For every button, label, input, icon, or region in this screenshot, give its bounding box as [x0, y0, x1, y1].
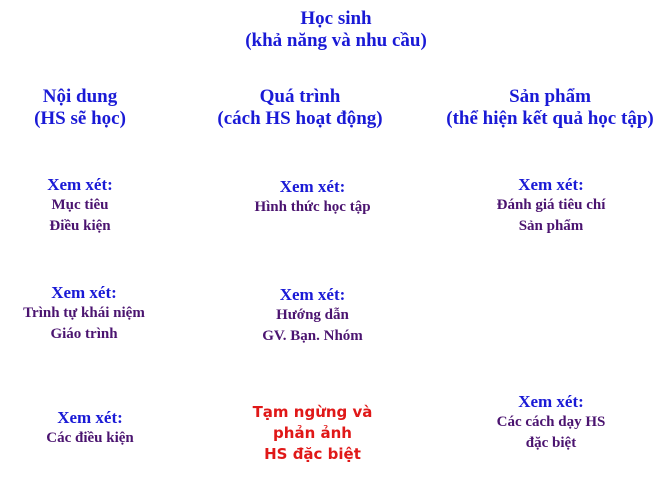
block-line: HS đặc biệt	[264, 445, 361, 463]
block-line: Giáo trình	[50, 326, 118, 342]
header-content-title: Nội dung	[42, 86, 118, 107]
block-line: đặc biệt	[525, 435, 577, 451]
block-line: Các điều kiện	[46, 430, 134, 446]
block-line: Các cách dạy HS	[496, 414, 606, 430]
block-content-goals: Xem xét: Mục tiêu Điều kiện	[0, 174, 160, 237]
header-process: Quá trình (cách HS hoạt động)	[190, 86, 410, 130]
block-line: GV. Bạn. Nhóm	[262, 328, 363, 344]
header-product: Sản phẩm (thể hiện kết quả học tập)	[428, 86, 672, 130]
block-product-methods: Xem xét: Các cách dạy HS đặc biệt	[430, 391, 672, 454]
block-process-forms: Xem xét: Hình thức học tập	[190, 176, 435, 218]
block-heading: Xem xét:	[279, 177, 346, 196]
block-product-evaluation: Xem xét: Đánh giá tiêu chí Sản phẩm	[430, 174, 672, 237]
top-title: Học sinh	[300, 8, 372, 29]
block-heading: Xem xét:	[518, 175, 584, 194]
block-line: Sản phẩm	[518, 218, 584, 234]
header-content-subtitle: (HS sẽ học)	[34, 108, 126, 129]
block-content-sequence: Xem xét: Trình tự khái niệm Giáo trình	[0, 282, 168, 345]
block-line: Trình tự khái niệm	[23, 305, 145, 321]
block-line: phản ảnh	[273, 424, 352, 442]
block-heading: Xem xét:	[51, 283, 117, 302]
header-content: Nội dung (HS sẽ học)	[0, 86, 160, 130]
block-heading: Xem xét:	[57, 408, 123, 427]
block-line: Mục tiêu	[51, 197, 109, 213]
block-content-conditions: Xem xét: Các điều kiện	[0, 407, 180, 449]
block-line: Hướng dẫn	[276, 307, 349, 323]
block-process-pause: Tạm ngừng và phản ảnh HS đặc biệt	[200, 402, 425, 465]
top-node: Học sinh (khả năng và nhu cầu)	[0, 8, 672, 52]
block-heading: Xem xét:	[47, 175, 113, 194]
header-product-title: Sản phẩm	[509, 86, 591, 107]
header-process-subtitle: (cách HS hoạt động)	[217, 108, 383, 129]
block-line: Đánh giá tiêu chí	[496, 197, 606, 213]
header-process-title: Quá trình	[259, 86, 341, 107]
block-heading: Xem xét:	[279, 285, 346, 304]
block-line: Điều kiện	[49, 218, 111, 234]
block-process-guidance: Xem xét: Hướng dẫn GV. Bạn. Nhóm	[190, 284, 435, 347]
top-subtitle: (khả năng và nhu cầu)	[245, 30, 427, 51]
header-product-subtitle: (thể hiện kết quả học tập)	[446, 108, 654, 129]
block-line: Tạm ngừng và	[252, 403, 373, 421]
block-line: Hình thức học tập	[254, 199, 371, 215]
block-heading: Xem xét:	[518, 392, 584, 411]
